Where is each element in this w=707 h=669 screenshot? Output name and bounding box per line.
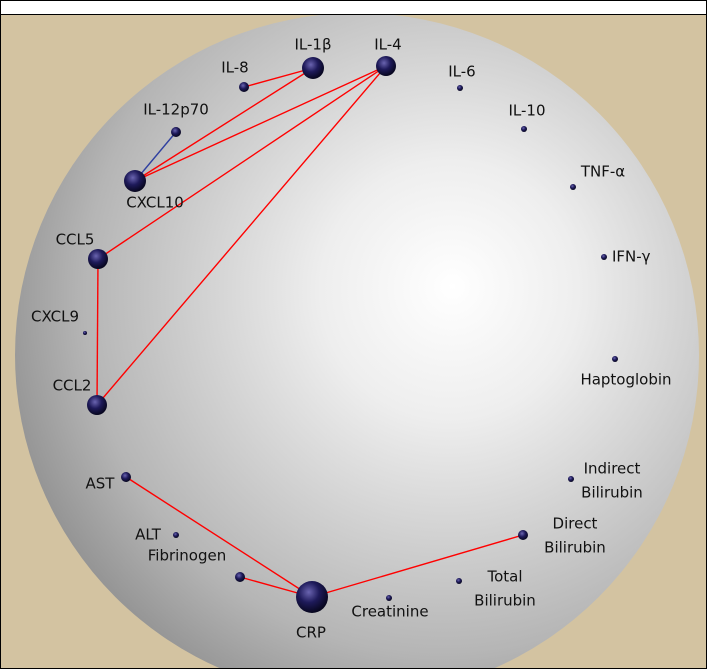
node	[521, 126, 527, 132]
node	[518, 530, 528, 540]
node	[124, 170, 146, 192]
node-label: AST	[86, 475, 116, 493]
edge	[97, 65, 387, 260]
node	[83, 331, 87, 335]
node	[121, 472, 131, 482]
node-label: IL-12p70	[143, 101, 209, 119]
node-label: IL-1β	[294, 36, 331, 54]
node-label: IL-8	[221, 59, 248, 77]
node-label: Haptoglobin	[580, 371, 671, 389]
node	[457, 85, 463, 91]
node-label: IL-10	[508, 102, 545, 120]
node-label: IFN-γ	[612, 248, 651, 266]
node-label: IL-4	[374, 36, 401, 54]
node	[456, 578, 462, 584]
node-label: CRP	[296, 624, 326, 642]
edge	[96, 65, 387, 406]
node-label: Bilirubin	[544, 539, 606, 557]
edge	[125, 476, 313, 598]
node-label: Bilirubin	[581, 484, 643, 502]
sphere	[15, 15, 699, 668]
node	[173, 532, 179, 538]
node-label: Creatinine	[351, 603, 428, 621]
node-label: Direct	[553, 515, 598, 533]
node	[88, 249, 108, 269]
edge	[311, 534, 524, 598]
node	[570, 184, 576, 190]
node-label: CXCL10	[126, 194, 184, 212]
node-label: ALT	[135, 526, 162, 544]
node-label: CCL5	[56, 231, 95, 249]
edge	[96, 258, 99, 406]
node-label: CCL2	[53, 377, 92, 395]
node	[601, 254, 607, 260]
edge	[134, 65, 387, 182]
node	[386, 595, 392, 601]
top-strip	[0, 0, 707, 15]
node	[235, 572, 245, 582]
node-label: Fibrinogen	[148, 547, 227, 565]
node	[376, 56, 396, 76]
node-label: Bilirubin	[474, 592, 536, 610]
nodes: IL-1β IL-4 IL-8 IL-6 IL-10 IL-12p70 CXCL10 TNF-…	[31, 36, 672, 642]
node-label: TNF-α	[580, 163, 625, 181]
node-label: Total	[486, 568, 522, 586]
node	[568, 476, 574, 482]
node	[171, 127, 181, 137]
edge	[243, 67, 314, 88]
edge	[134, 67, 314, 182]
node-label: IL-6	[448, 63, 475, 81]
edges	[96, 65, 524, 598]
node	[239, 82, 249, 92]
node-label: CXCL9	[31, 308, 79, 326]
node	[87, 395, 107, 415]
node	[612, 356, 618, 362]
node	[302, 57, 324, 79]
node-label: Indirect	[584, 460, 641, 478]
node	[296, 581, 328, 613]
